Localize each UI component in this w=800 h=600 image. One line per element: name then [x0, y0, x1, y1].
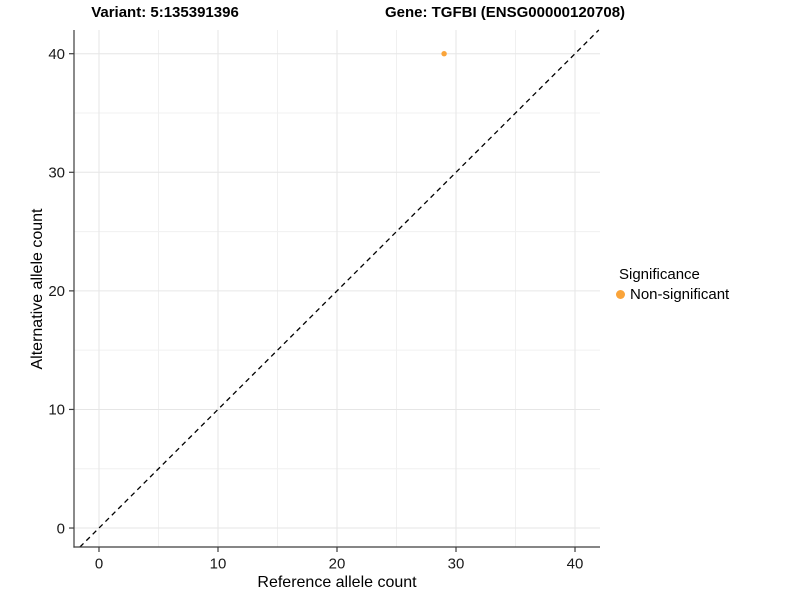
legend-item-label: Non-significant	[630, 286, 730, 303]
y-tick-label: 40	[48, 46, 65, 63]
x-axis-title: Reference allele count	[257, 574, 417, 591]
x-tick-label: 10	[210, 555, 227, 572]
y-tick-label: 30	[48, 165, 65, 182]
legend-title: Significance	[619, 266, 700, 283]
x-tick-label: 30	[448, 555, 465, 572]
variant-title: Variant: 5:135391396	[91, 4, 239, 21]
legend-item-non-significant: Non-significant	[616, 286, 729, 303]
x-tick-label: 0	[95, 555, 103, 572]
legend: Significance Non-significant	[616, 266, 729, 303]
y-tick-label: 0	[57, 520, 65, 537]
y-tick-label: 10	[48, 402, 65, 419]
y-tick-label: 20	[48, 283, 65, 300]
gene-title: Gene: TGFBI (ENSG00000120708)	[384, 4, 626, 21]
identity-line	[79, 29, 600, 548]
x-tick-label: 40	[567, 555, 584, 572]
data-point	[441, 51, 447, 57]
y-axis-title: Alternative allele count	[29, 208, 46, 370]
x-tick-label: 20	[329, 555, 346, 572]
legend-point-icon	[616, 290, 625, 299]
